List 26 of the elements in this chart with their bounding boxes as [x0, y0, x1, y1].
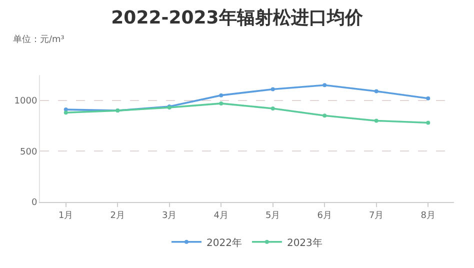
- legend-label: 2023年: [286, 236, 322, 249]
- y-tick-label: 500: [20, 147, 38, 158]
- chart-title: 2022-2023年辐射松进口均价: [111, 7, 364, 28]
- point: [270, 87, 275, 92]
- point: [374, 89, 378, 94]
- point: [64, 110, 68, 115]
- point: [219, 101, 224, 106]
- point: [270, 106, 275, 111]
- x-tick-label: 8月: [420, 210, 436, 221]
- point: [322, 83, 327, 88]
- point: [322, 114, 327, 118]
- x-tick-label: 5月: [266, 210, 280, 221]
- x-tick-label: 6月: [317, 210, 332, 221]
- point: [374, 118, 378, 123]
- point: [219, 93, 224, 98]
- x-tick-label: 3月: [162, 210, 177, 221]
- legend-label: 2022年: [206, 236, 242, 249]
- y-tick-label: 1000: [14, 96, 38, 107]
- x-tick-label: 1月: [58, 210, 74, 221]
- point: [426, 120, 430, 125]
- y-tick-label: 0: [31, 198, 38, 208]
- x-tick-label: 2月: [110, 210, 125, 221]
- x-tick-label: 4月: [214, 210, 228, 221]
- x-tick-label: 7月: [369, 210, 384, 221]
- point: [426, 96, 430, 100]
- chart-subtitle: 单位：元/m³: [13, 34, 65, 45]
